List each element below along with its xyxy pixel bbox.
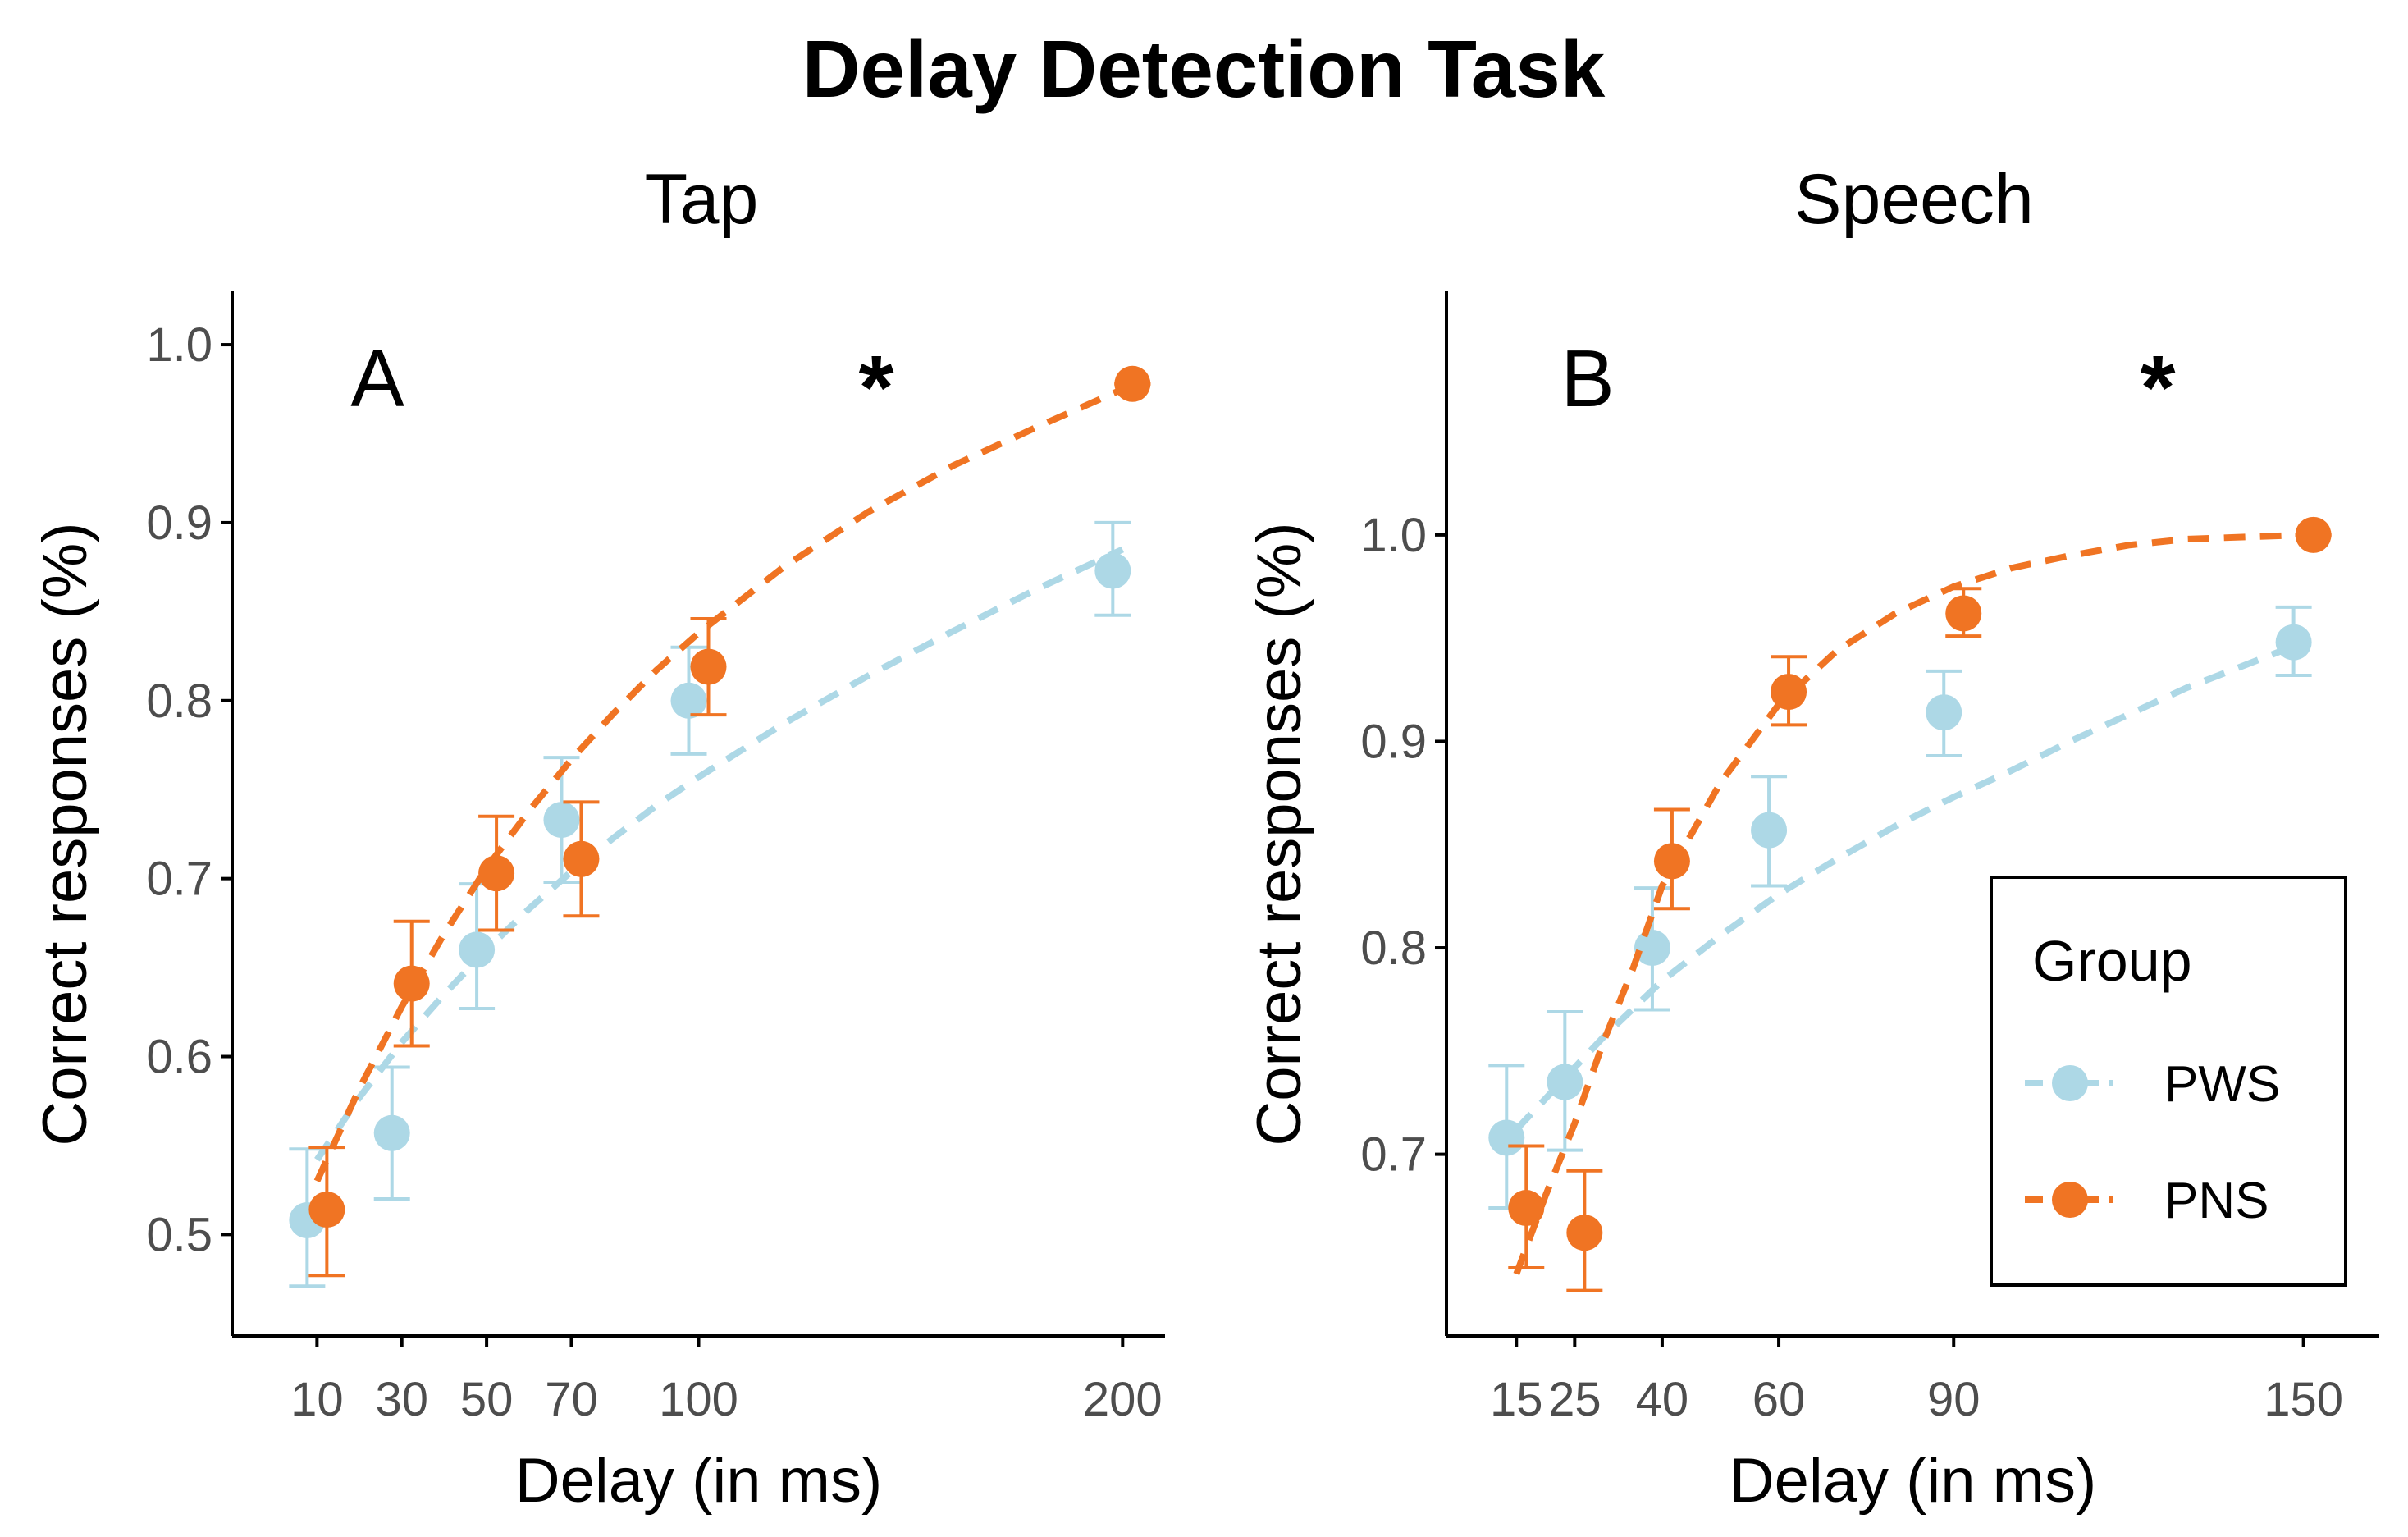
data-point-pns (690, 648, 727, 685)
x-tick-label: 60 (1752, 1373, 1806, 1426)
legend-key-point-pws (2052, 1065, 2088, 1101)
data-point-pns (1566, 1215, 1603, 1251)
panel-speech: Speech 0.7 0.8 0.9 1.0 15 25 40 60 90 150 Delay (in… (1245, 160, 2379, 1516)
y-tick-label: 0.8 (1360, 922, 1427, 975)
fit-line-pws (1514, 638, 2305, 1132)
data-point-pws (543, 802, 580, 839)
x-axis-title: Delay (in ms) (515, 1446, 883, 1516)
panel-letter: A (350, 333, 404, 423)
y-axis-title: Correct responses (%) (1245, 522, 1314, 1146)
legend-title: Group (2032, 929, 2192, 993)
fit-line-pns (1513, 531, 2304, 1275)
data-point-pws (459, 931, 496, 968)
x-tick-label: 90 (1927, 1373, 1981, 1426)
x-tick-label: 50 (460, 1373, 514, 1426)
y-tick-label: 0.9 (1360, 715, 1427, 768)
legend-box (1990, 876, 2347, 1287)
y-tick-label: 0.5 (146, 1208, 212, 1261)
x-tick-label: 100 (659, 1373, 738, 1426)
data-point-pns (308, 1192, 345, 1228)
data-point-pws (1926, 694, 1962, 731)
data-point-pws (1751, 812, 1788, 849)
fit-line-pws (314, 546, 1124, 1162)
data-point-pws (1547, 1064, 1583, 1100)
data-point-pws (670, 682, 707, 719)
y-tick-label: 0.7 (146, 853, 212, 906)
figure-title: Delay Detection Task (802, 24, 1606, 114)
legend-label-pws: PWS (2164, 1056, 2280, 1113)
data-point-pns (478, 855, 515, 892)
legend-entry-pns: PNS (2025, 1173, 2269, 1229)
x-tick-label: 30 (375, 1373, 428, 1426)
data-point-pws (1634, 930, 1670, 967)
data-point-pws (1488, 1119, 1525, 1156)
x-tick-label: 150 (2264, 1373, 2343, 1426)
x-tick-label: 40 (1636, 1373, 1689, 1426)
legend: Group PWS PNS (1990, 876, 2347, 1287)
significance-marker: * (2141, 337, 2176, 438)
data-point-pns (1114, 365, 1151, 402)
x-axis-title: Delay (in ms) (1729, 1446, 2097, 1516)
legend-key-point-pns (2052, 1182, 2088, 1218)
y-tick-label: 0.7 (1360, 1128, 1427, 1182)
panel-letter: B (1560, 333, 1614, 423)
data-point-pws (2275, 624, 2312, 661)
y-axis-title: Correct responses (%) (30, 522, 100, 1146)
y-tick-label: 1.0 (1360, 509, 1427, 562)
data-point-pns (1653, 843, 1690, 880)
data-point-pws (373, 1114, 410, 1151)
data-point-pws (1094, 552, 1131, 589)
fit-line-pns (313, 386, 1124, 1182)
y-tick-label: 0.8 (146, 675, 212, 728)
legend-label-pns: PNS (2164, 1173, 2269, 1229)
y-tick-label: 0.9 (146, 496, 212, 550)
legend-entry-pws: PWS (2025, 1056, 2280, 1113)
data-point-pns (1508, 1190, 1545, 1227)
data-point-pns (1945, 595, 1982, 632)
significance-marker: * (859, 337, 894, 438)
panel-tap: Tap 0.5 0.6 0.7 0.8 0.9 1.0 10 30 50 70 100 200 Delay… (30, 160, 1165, 1516)
y-tick-label: 1.0 (146, 318, 212, 372)
x-tick-label: 25 (1548, 1373, 1602, 1426)
x-tick-label: 200 (1083, 1373, 1163, 1426)
panel-title: Tap (645, 160, 759, 239)
x-tick-label: 70 (545, 1373, 598, 1426)
data-point-pns (1771, 674, 1807, 711)
data-point-pns (393, 965, 430, 1002)
x-tick-label: 10 (290, 1373, 344, 1426)
data-point-pns (563, 840, 600, 877)
x-tick-label: 15 (1490, 1373, 1543, 1426)
panel-title: Speech (1794, 160, 2034, 239)
y-tick-label: 0.6 (146, 1031, 212, 1084)
data-point-pns (2295, 516, 2332, 553)
